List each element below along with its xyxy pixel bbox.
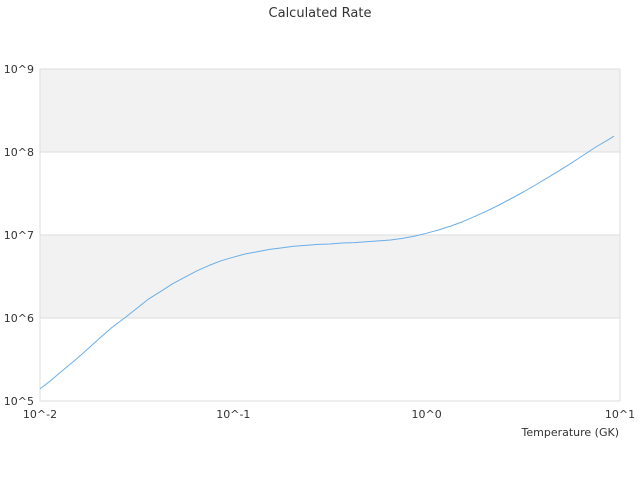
plot-band <box>40 69 620 152</box>
x-tick-label: 10^1 <box>605 408 635 421</box>
plot-band <box>40 235 620 318</box>
plot-band <box>40 318 620 401</box>
grid-lines <box>39 68 621 402</box>
y-axis-ticks: 10^5 10^6 10^7 10^8 10^9 <box>4 63 34 408</box>
series-line <box>39 135 615 390</box>
x-tick-label: 10^-1 <box>216 408 250 421</box>
y-tick-label: 10^9 <box>4 63 34 76</box>
plot-bands <box>40 69 620 401</box>
plot-band <box>40 152 620 235</box>
x-tick-label: 10^0 <box>412 408 442 421</box>
x-axis-ticks: 10^-2 10^-1 10^0 10^1 <box>23 408 635 421</box>
y-tick-label: 10^6 <box>4 312 34 325</box>
x-axis-label: Temperature (GK) <box>521 426 620 439</box>
y-tick-label: 10^5 <box>4 395 34 408</box>
y-tick-label: 10^8 <box>4 146 34 159</box>
series-layer <box>39 135 615 390</box>
y-tick-label: 10^7 <box>4 229 34 242</box>
chart-title: Calculated Rate <box>269 6 372 21</box>
x-tick-label: 10^-2 <box>23 408 57 421</box>
